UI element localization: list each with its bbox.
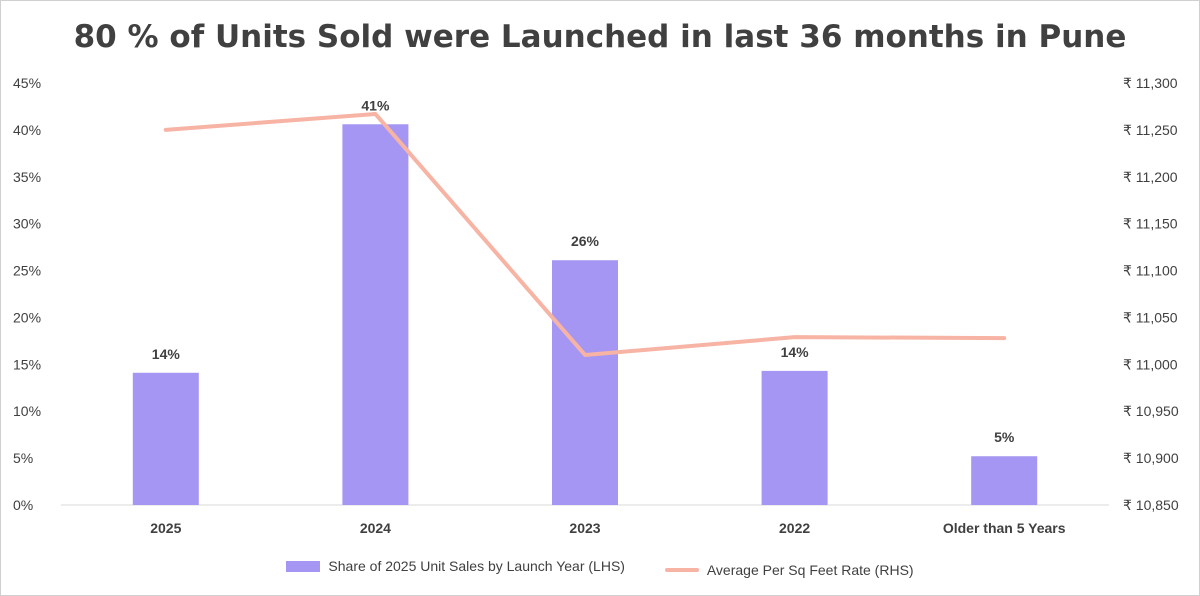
legend-item-bars: Share of 2025 Unit Sales by Launch Year …	[286, 558, 625, 574]
y-left-tick-label: 0%	[13, 497, 33, 513]
legend: Share of 2025 Unit Sales by Launch Year …	[1, 558, 1199, 578]
y-right-tick-label: ₹ 10,950	[1123, 403, 1179, 419]
y-left-tick-label: 45%	[13, 75, 41, 91]
bar	[552, 260, 618, 505]
bar-data-label: 5%	[994, 429, 1015, 445]
legend-label-line: Average Per Sq Feet Rate (RHS)	[706, 561, 914, 578]
y-right-tick-label: ₹ 11,250	[1123, 122, 1178, 138]
y-right-tick-label: ₹ 11,050	[1123, 309, 1178, 325]
y-right-tick-label: ₹ 11,150	[1123, 216, 1178, 232]
bar	[971, 456, 1038, 505]
y-right-tick-label: ₹ 11,200	[1123, 169, 1178, 185]
y-left-tick-label: 15%	[13, 356, 41, 372]
legend-swatch-bars	[286, 560, 321, 572]
y-right-tick-label: ₹ 11,300	[1123, 75, 1178, 91]
bar	[761, 370, 828, 505]
chart-title: 80 % of Units Sold were Launched in last…	[73, 19, 1127, 55]
bar-data-label: 41%	[361, 97, 390, 113]
y-left-tick-label: 10%	[13, 403, 41, 419]
y-left-tick-label: 25%	[13, 263, 41, 279]
bar-data-label: 26%	[571, 233, 600, 249]
bar	[342, 124, 409, 506]
legend-swatch-line	[664, 567, 699, 572]
y-left-tick-label: 30%	[13, 216, 41, 232]
legend-item-line: Average Per Sq Feet Rate (RHS)	[664, 561, 914, 578]
bar-data-label: 14%	[781, 344, 810, 360]
y-right-tick-label: ₹ 11,100	[1123, 263, 1178, 279]
bar-data-label: 14%	[152, 346, 181, 362]
legend-label-bars: Share of 2025 Unit Sales by Launch Year …	[328, 558, 625, 574]
x-category-label: 2023	[569, 520, 600, 536]
y-right-tick-label: ₹ 11,000	[1123, 356, 1178, 372]
x-category-label: 2025	[150, 520, 181, 536]
bar	[132, 372, 199, 505]
x-category-label: 2024	[360, 520, 391, 536]
y-left-tick-label: 20%	[13, 309, 41, 325]
y-right-tick-label: ₹ 10,850	[1123, 497, 1179, 513]
y-left-tick-label: 40%	[13, 122, 41, 138]
x-category-label: Older than 5 Years	[943, 520, 1066, 536]
x-category-label: 2022	[779, 520, 810, 536]
y-left-tick-label: 5%	[13, 450, 33, 466]
y-right-tick-label: ₹ 10,900	[1123, 450, 1179, 466]
y-left-tick-label: 35%	[13, 169, 41, 185]
